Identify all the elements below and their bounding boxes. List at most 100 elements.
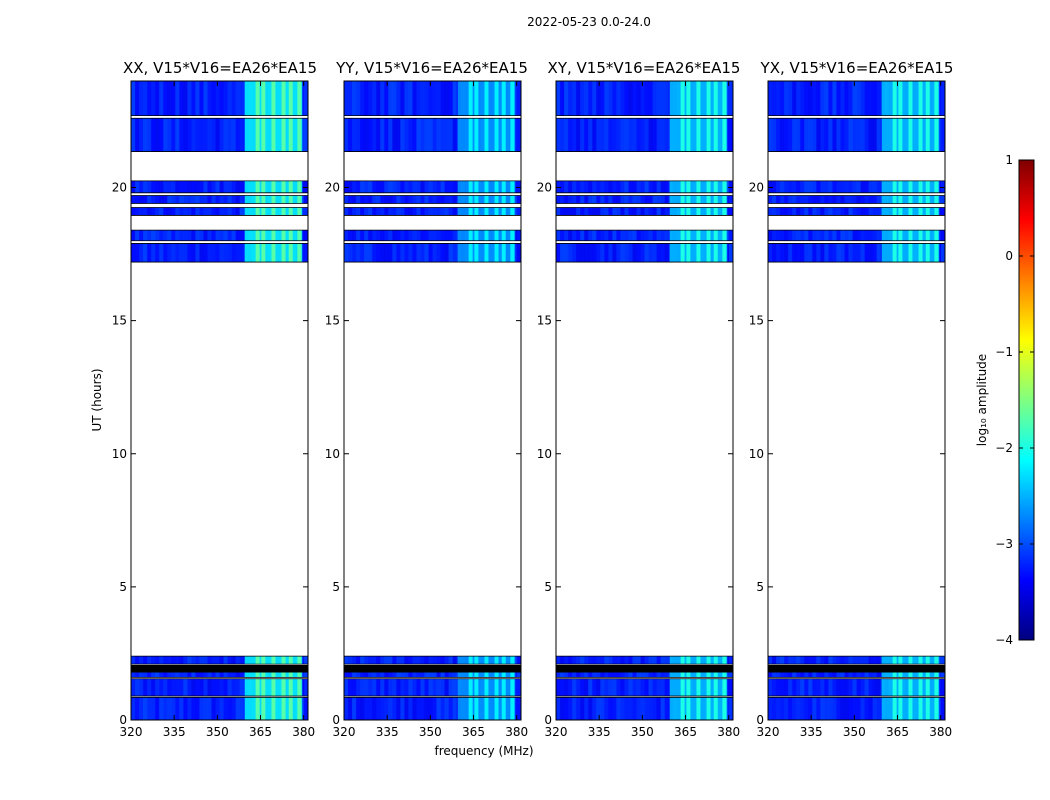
heatmap-noise-cell [239, 230, 244, 241]
rfi-channel-stripe [510, 678, 515, 697]
heatmap-noise-cell [776, 697, 781, 720]
rfi-channel-stripe [713, 118, 718, 152]
heatmap-noise-cell [580, 672, 585, 678]
heatmap-noise-cell [400, 656, 405, 665]
heatmap-noise-cell [588, 697, 593, 720]
rfi-channel-stripe [892, 195, 897, 204]
heatmap-noise-cell [652, 180, 657, 193]
rfi-channel-stripe [925, 656, 930, 665]
rfi-channel-stripe [297, 207, 302, 216]
y-tick-label: 5 [544, 580, 552, 594]
heatmap-noise-cell [231, 697, 236, 720]
heatmap-noise-cell [392, 656, 397, 665]
heatmap-noise-cell [664, 207, 669, 216]
heatmap-noise-cell [820, 672, 825, 678]
x-tick-label: 380 [292, 725, 315, 739]
heatmap-noise-cell [404, 243, 409, 263]
heatmap-noise-cell [223, 207, 228, 216]
heatmap-noise-cell [596, 195, 601, 204]
heatmap-noise-cell [199, 678, 204, 697]
heatmap-noise-cell [620, 672, 625, 678]
heatmap-noise-cell [183, 672, 188, 678]
heatmap-noise-cell [171, 672, 176, 678]
rfi-channel-stripe [918, 678, 923, 697]
heatmap-noise-cell [860, 207, 865, 216]
heatmap-noise-cell [151, 180, 156, 193]
heatmap-noise-cell [808, 678, 813, 697]
heatmap-noise-cell [207, 118, 212, 152]
heatmap-noise-cell [800, 195, 805, 204]
colorbar: log₁₀ amplitude −4−3−2−101 [975, 153, 1035, 647]
heatmap-noise-cell [812, 672, 817, 678]
heatmap-noise-cell [187, 118, 192, 152]
heatmap-noise-cell [191, 118, 196, 152]
heatmap-noise-cell [428, 195, 433, 204]
heatmap-noise-cell [660, 118, 665, 152]
heatmap-noise-cell [568, 230, 573, 241]
heatmap-noise-cell [368, 697, 373, 720]
heatmap-noise-cell [404, 207, 409, 216]
heatmap-noise-cell [167, 81, 172, 116]
heatmap-noise-cell [776, 180, 781, 193]
heatmap-noise-cell [227, 697, 232, 720]
rfi-channel-stripe [281, 230, 286, 241]
heatmap-noise-cell [191, 672, 196, 678]
heatmap-noise-cell [352, 118, 357, 152]
heatmap-noise-cell [640, 195, 645, 204]
heatmap-noise-cell [844, 230, 849, 241]
heatmap-noise-cell [584, 697, 589, 720]
heatmap-noise-cell [656, 697, 661, 720]
heatmap-noise-cell [856, 180, 861, 193]
heatmap-noise-cell [448, 672, 453, 678]
heatmap-noise-cell [852, 81, 857, 116]
heatmap-noise-cell [568, 672, 573, 678]
heatmap-noise-cell [648, 656, 653, 665]
heatmap-noise-cell [303, 180, 309, 193]
x-tick-label: 335 [376, 725, 399, 739]
heatmap-noise-cell [608, 230, 613, 241]
y-tick-label: 10 [537, 447, 552, 461]
heatmap-noise-cell [940, 81, 946, 116]
rfi-channel-stripe [722, 207, 727, 216]
heatmap-noise-cell [135, 207, 140, 216]
heatmap-noise-cell [864, 243, 869, 263]
heatmap-noise-cell [155, 118, 160, 152]
heatmap-noise-cell [219, 118, 224, 152]
heatmap-noise-cell [139, 180, 144, 193]
heatmap-noise-cell [592, 81, 597, 116]
heatmap-noise-cell [620, 118, 625, 152]
heatmap-noise-cell [788, 230, 793, 241]
heatmap-noise-cell [388, 195, 393, 204]
heatmap-noise-cell [596, 678, 601, 697]
heatmap-noise-cell [616, 81, 621, 116]
heatmap-noise-cell [656, 180, 661, 193]
rfi-channel-stripe [925, 230, 930, 241]
heatmap-noise-cell [131, 678, 136, 697]
heatmap-noise-cell [384, 697, 389, 720]
heatmap-noise-cell [596, 697, 601, 720]
heatmap-noise-cell [424, 180, 429, 193]
rfi-channel-stripe [680, 656, 685, 665]
heatmap-noise-cell [131, 81, 136, 116]
heatmap-noise-cell [440, 243, 445, 263]
heatmap-noise-cell [171, 656, 176, 665]
heatmap-noise-cell [620, 697, 625, 720]
heatmap-noise-cell [664, 243, 669, 263]
heatmap-noise-cell [832, 118, 837, 152]
heatmap-noise-cell [940, 118, 946, 152]
heatmap-noise-cell [584, 656, 589, 665]
rfi-channel-stripe [484, 180, 489, 193]
rfi-channel-stripe [271, 180, 276, 193]
heatmap-noise-cell [592, 195, 597, 204]
heatmap-noise-cell [376, 656, 381, 665]
heatmap-noise-cell [432, 656, 437, 665]
heatmap-noise-cell [191, 656, 196, 665]
heatmap-noise-cell [191, 697, 196, 720]
heatmap-noise-cell [784, 230, 789, 241]
heatmap-noise-cell [836, 230, 841, 241]
heatmap-noise-cell [800, 656, 805, 665]
heatmap-noise-cell [187, 672, 192, 678]
heatmap-noise-cell [728, 207, 734, 216]
heatmap-noise-cell [392, 243, 397, 263]
